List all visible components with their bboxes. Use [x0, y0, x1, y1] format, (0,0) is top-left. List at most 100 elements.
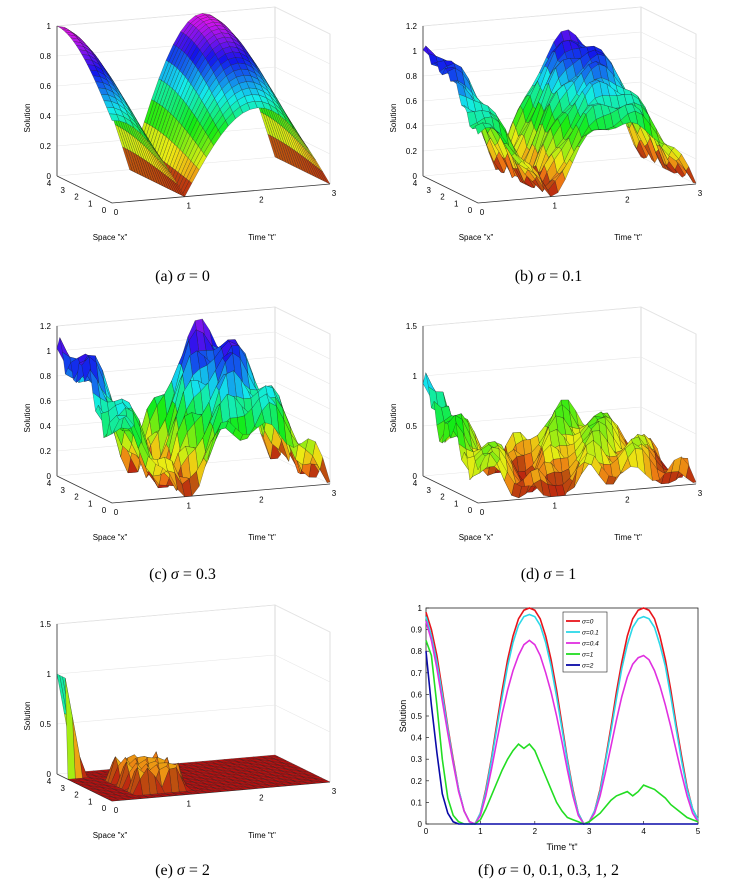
z-gridline	[422, 56, 697, 85]
caption-b: (b) σ = 0.1	[366, 268, 731, 286]
y-tick-label: 0.2	[411, 777, 423, 786]
caption-e: (e) σ = 2	[0, 862, 365, 880]
surface-plot-panel-e: 0 0.5 1 1.5 0 1 2 3 0 1 2 3 4 Solution Time "t" Space "…	[0, 598, 365, 868]
caption-c: (c) σ = 0.3	[0, 566, 365, 584]
time-axis-label: Time "t"	[248, 533, 276, 542]
space-tick-label: 3	[61, 186, 66, 195]
y-tick-label: 1	[418, 604, 423, 613]
y-tick-label: 0.3	[411, 755, 423, 764]
caption-a-suffix: = 0	[184, 268, 210, 285]
z-tick-label: 0.2	[40, 142, 52, 151]
time-tick-labels: 0 1 2 3	[480, 189, 703, 217]
legend-label-0: σ=0	[582, 619, 594, 626]
z-tick-label: 0.2	[40, 447, 52, 456]
surface-face	[685, 166, 697, 184]
x-tick-label: 4	[641, 827, 646, 836]
space-tick-label: 4	[47, 479, 52, 488]
z-tick-label: 0.4	[40, 112, 52, 121]
surface-mesh	[56, 13, 331, 197]
time-tick-label: 2	[259, 793, 264, 802]
floor-front-edges	[422, 475, 697, 504]
z-axis-label: Solution	[23, 404, 32, 433]
space-tick-label: 3	[61, 486, 66, 495]
z-gridline	[56, 704, 331, 733]
caption-d-suffix: = 1	[551, 566, 577, 583]
space-tick-label: 3	[427, 486, 432, 495]
floor-front-edges	[56, 175, 331, 204]
time-tick-labels: 0 1 2 3	[114, 489, 337, 517]
z-tick-label: 0	[47, 472, 52, 481]
space-tick-label: 0	[102, 804, 107, 813]
time-tick-label: 3	[332, 787, 337, 796]
z-gridline	[56, 6, 331, 35]
back-wall-left	[56, 604, 276, 774]
caption-e-prefix: (e)	[155, 862, 177, 879]
surface-face	[475, 122, 486, 135]
z-tick-label: 1.2	[406, 22, 418, 31]
z-tick-label: 1.5	[406, 322, 418, 331]
time-tick-label: 1	[186, 502, 191, 511]
y-tick-label: 0.1	[411, 798, 423, 807]
caption-a-prefix: (a)	[155, 268, 177, 285]
z-axis-label: Solution	[389, 104, 398, 133]
surface-face	[108, 798, 120, 802]
chart-x-label: Time "t"	[546, 842, 577, 852]
z-tick-labels: 0 0.5 1 1.5	[40, 620, 52, 779]
caption-f-prefix: (f)	[478, 862, 499, 879]
line-chart-f: 0 1 2 3 4 500.10.20.30.40.50.60.70.80.91 σ=0σ…	[398, 604, 701, 852]
time-tick-label: 0	[114, 806, 119, 815]
time-tick-label: 2	[259, 195, 264, 204]
time-tick-label: 0	[114, 208, 119, 217]
space-tick-label: 1	[454, 199, 459, 208]
space-tick-label: 3	[427, 186, 432, 195]
caption-d-prefix: (d)	[520, 566, 544, 583]
floor-front-edges	[56, 475, 331, 504]
space-tick-label: 3	[61, 784, 66, 793]
caption-c-symbol: σ	[170, 566, 179, 583]
z-tick-label: 0.4	[406, 122, 418, 131]
z-gridline	[422, 356, 697, 385]
x-tick-label: 1	[478, 827, 483, 836]
time-tick-label: 2	[259, 495, 264, 504]
surface-mesh	[422, 372, 697, 499]
time-tick-labels: 0 1 2 3	[114, 189, 337, 217]
z-tick-label: 1	[413, 47, 418, 56]
legend-box	[562, 611, 608, 673]
x-tick-label: 0	[424, 827, 429, 836]
caption-c-prefix: (c)	[149, 566, 171, 583]
space-tick-label: 4	[47, 179, 52, 188]
chart-legend: σ=0 σ=0.1 σ=0.4 σ=1 σ=2	[562, 611, 608, 673]
legend-label-4: σ=2	[582, 663, 594, 670]
time-tick-label: 2	[625, 195, 630, 204]
y-tick-label: 0.8	[411, 647, 423, 656]
space-tick-label: 0	[468, 506, 473, 515]
space-tick-label: 1	[454, 499, 459, 508]
time-axis-label: Time "t"	[248, 233, 276, 242]
z-tick-label: 1.5	[40, 620, 52, 629]
y-tick-label: 0.7	[411, 669, 423, 678]
space-tick-label: 2	[440, 493, 445, 502]
time-tick-label: 1	[186, 202, 191, 211]
z-tick-labels: 0 0.5 1 1.5	[406, 322, 418, 481]
caption-a: (a) σ = 0	[0, 268, 365, 286]
space-axis-label: Space "x"	[459, 233, 494, 242]
surface-face	[475, 453, 486, 471]
z-tick-labels: 0 0.2 0.4 0.6 0.8 1 1.2	[406, 22, 418, 181]
space-tick-label: 2	[440, 193, 445, 202]
z-tick-label: 0.4	[40, 422, 52, 431]
z-tick-label: 0	[413, 472, 418, 481]
z-gridline	[56, 381, 331, 410]
time-axis-label: Time "t"	[614, 533, 642, 542]
z-tick-label: 0.2	[406, 147, 418, 156]
caption-d-symbol: σ	[543, 566, 552, 583]
series-line-4	[425, 651, 698, 825]
space-tick-label: 0	[102, 506, 107, 515]
z-gridline	[56, 356, 331, 385]
z-tick-label: 0.5	[40, 720, 52, 729]
z-axis-label: Solution	[389, 404, 398, 433]
y-tick-label: 0.4	[411, 734, 423, 743]
